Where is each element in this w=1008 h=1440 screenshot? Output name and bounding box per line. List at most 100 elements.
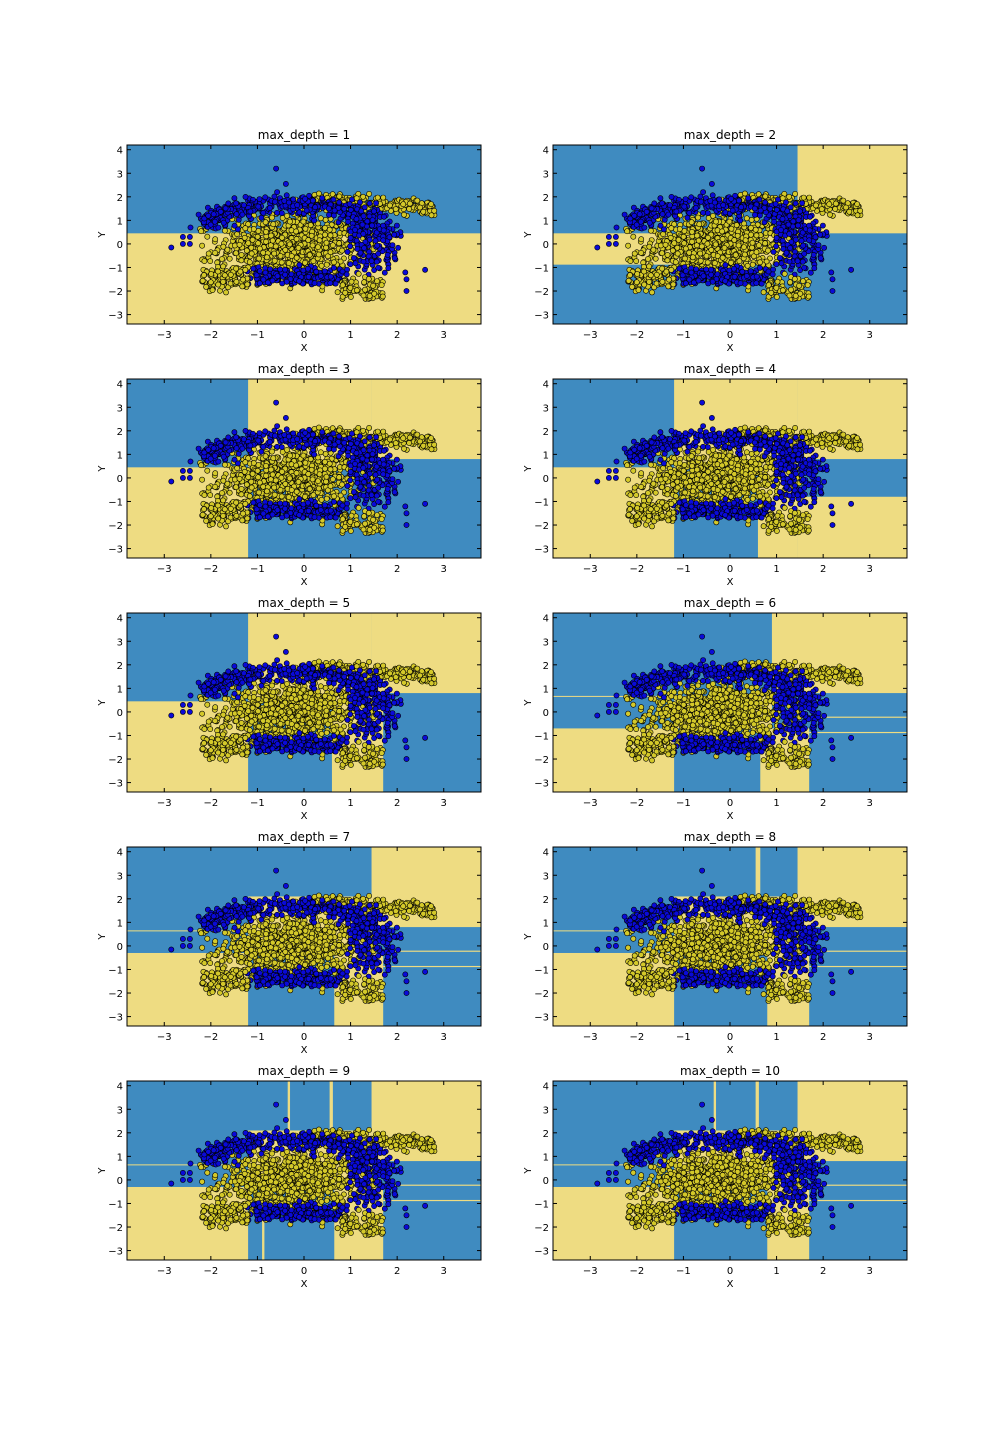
point-class-0 xyxy=(801,250,808,257)
point-class-1 xyxy=(378,282,385,288)
point-class-0 xyxy=(801,264,808,271)
point-class-1 xyxy=(854,201,860,207)
point-class-1 xyxy=(792,292,799,299)
point-class-1 xyxy=(248,250,255,257)
point-class-0 xyxy=(373,229,380,236)
point-class-0 xyxy=(790,218,797,225)
point-class-1 xyxy=(365,276,372,282)
point-class-0 xyxy=(326,211,332,218)
point-class-1 xyxy=(736,258,743,264)
point-class-0 xyxy=(403,288,410,294)
point-class-0 xyxy=(357,249,364,256)
point-class-0 xyxy=(371,208,377,215)
point-class-0 xyxy=(699,165,705,172)
point-class-0 xyxy=(336,199,342,206)
y-tick-label: 4 xyxy=(543,146,549,157)
point-class-1 xyxy=(713,218,719,225)
point-class-0 xyxy=(353,216,360,222)
point-class-1 xyxy=(774,294,780,300)
point-class-1 xyxy=(227,280,234,287)
point-class-0 xyxy=(783,249,790,256)
x-tick-label: 1 xyxy=(773,330,779,341)
point-class-0 xyxy=(205,212,212,219)
point-class-1 xyxy=(749,244,755,251)
point-class-0 xyxy=(345,218,351,225)
point-class-0 xyxy=(688,194,695,201)
point-class-1 xyxy=(238,257,245,264)
point-class-1 xyxy=(334,289,341,296)
point-class-0 xyxy=(361,245,367,251)
point-class-1 xyxy=(672,259,679,265)
point-class-0 xyxy=(798,237,805,244)
point-class-1 xyxy=(293,254,300,261)
point-class-0 xyxy=(234,226,241,233)
point-class-0 xyxy=(347,206,354,213)
point-class-1 xyxy=(697,250,704,257)
point-class-0 xyxy=(757,207,764,214)
point-class-1 xyxy=(788,286,794,293)
point-class-1 xyxy=(370,282,376,289)
point-class-1 xyxy=(322,231,328,238)
x-tick-label: 0 xyxy=(727,330,733,341)
point-class-1 xyxy=(676,226,683,232)
point-class-0 xyxy=(231,222,238,229)
point-class-1 xyxy=(652,255,659,262)
point-class-0 xyxy=(368,258,375,264)
point-class-0 xyxy=(273,165,279,172)
point-class-0 xyxy=(641,224,648,231)
point-class-1 xyxy=(295,244,302,251)
point-class-0 xyxy=(756,196,763,203)
point-class-1 xyxy=(748,224,754,231)
point-class-0 xyxy=(657,195,664,202)
point-class-0 xyxy=(339,268,346,275)
point-class-1 xyxy=(760,289,767,296)
point-class-0 xyxy=(187,224,194,231)
point-class-1 xyxy=(329,242,336,249)
point-class-1 xyxy=(659,278,666,285)
point-class-1 xyxy=(698,243,705,250)
point-class-0 xyxy=(384,251,391,258)
point-class-0 xyxy=(344,248,351,255)
point-class-1 xyxy=(728,259,734,266)
point-class-1 xyxy=(392,206,399,212)
point-class-0 xyxy=(613,240,619,247)
point-class-0 xyxy=(296,278,303,284)
point-class-1 xyxy=(690,254,696,261)
point-class-0 xyxy=(771,218,777,225)
point-class-1 xyxy=(664,257,671,264)
y-tick-label: 0 xyxy=(117,240,123,251)
point-class-0 xyxy=(347,243,353,250)
point-class-0 xyxy=(274,273,281,279)
y-axis-label: Y xyxy=(523,231,534,239)
point-class-1 xyxy=(741,244,747,250)
point-class-1 xyxy=(204,467,211,474)
point-class-1 xyxy=(791,276,798,282)
point-class-0 xyxy=(255,203,262,210)
point-class-1 xyxy=(212,470,219,477)
x-axis-label: X xyxy=(301,343,308,354)
point-class-1 xyxy=(732,252,739,258)
point-class-1 xyxy=(805,293,812,300)
point-class-1 xyxy=(339,247,345,254)
point-class-1 xyxy=(653,271,660,278)
point-class-0 xyxy=(848,266,854,273)
y-tick-label: −1 xyxy=(108,263,123,274)
point-class-0 xyxy=(283,192,290,199)
point-class-1 xyxy=(674,244,681,251)
point-class-1 xyxy=(674,250,681,257)
point-class-0 xyxy=(757,264,763,271)
point-class-1 xyxy=(670,281,677,288)
point-class-1 xyxy=(666,276,672,283)
point-class-1 xyxy=(307,222,314,228)
point-class-0 xyxy=(266,205,273,211)
point-class-1 xyxy=(224,246,231,253)
point-class-1 xyxy=(704,259,711,266)
point-class-0 xyxy=(737,280,744,287)
point-class-1 xyxy=(362,286,368,293)
point-class-1 xyxy=(272,243,279,250)
point-class-1 xyxy=(625,242,631,249)
point-class-0 xyxy=(812,234,819,241)
x-tick-label: −2 xyxy=(203,330,218,341)
point-class-1 xyxy=(263,254,270,261)
point-class-1 xyxy=(371,290,378,297)
